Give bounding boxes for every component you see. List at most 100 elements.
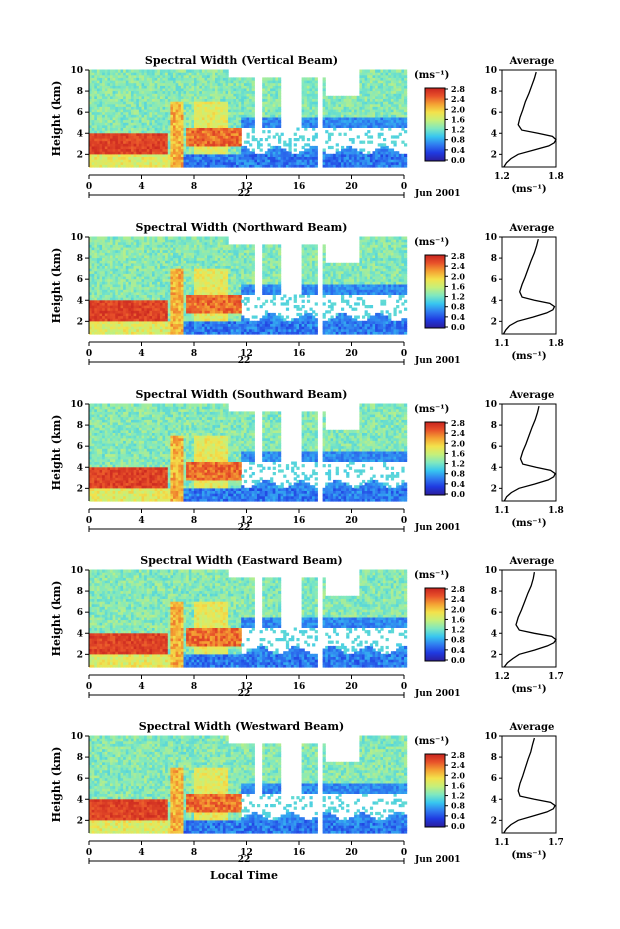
heatmap-cell — [107, 119, 111, 123]
heatmap-cell — [356, 135, 360, 139]
heatmap-cell — [123, 111, 127, 115]
heatmap-cell — [104, 93, 108, 97]
heatmap-cell — [104, 132, 108, 136]
heatmap-cell — [128, 87, 132, 92]
heatmap-cell — [133, 145, 137, 150]
heatmap-cell — [125, 116, 129, 121]
heatmap-cell — [120, 153, 124, 157]
heatmap-cell — [157, 101, 161, 105]
heatmap-cell — [322, 77, 326, 81]
heatmap-cell — [94, 143, 98, 147]
heatmap-cell — [149, 93, 153, 97]
heatmap-cell — [154, 159, 158, 163]
heatmap-cell — [117, 161, 122, 165]
heatmap-cell — [280, 132, 284, 136]
heatmap-cell — [144, 130, 148, 134]
heatmap-cell — [117, 103, 122, 107]
heatmap-cell — [157, 143, 161, 147]
heatmap-cell — [115, 119, 119, 123]
heatmap-cell — [96, 151, 101, 155]
heatmap-cell — [133, 98, 137, 102]
heatmap-cell — [112, 116, 116, 121]
heatmap-cell — [115, 69, 119, 73]
heatmap-cell — [133, 85, 137, 89]
heatmap-cell — [141, 138, 145, 142]
heatmap-cell — [96, 132, 101, 136]
heatmap-cell — [141, 80, 145, 84]
heatmap-cell — [96, 127, 101, 131]
heatmap-cell — [91, 138, 95, 142]
heatmap-cell — [251, 148, 255, 152]
heatmap-cell — [131, 119, 135, 123]
heatmap-cell — [115, 93, 119, 97]
heatmap-cell — [115, 116, 119, 121]
heatmap-cell — [115, 111, 119, 115]
heatmap-cell — [115, 140, 119, 144]
heatmap-cell — [102, 135, 106, 139]
heatmap-cell — [149, 151, 153, 155]
heatmap-cell — [123, 103, 127, 107]
heatmap-cell — [104, 82, 108, 86]
heatmap-cell — [110, 164, 114, 168]
heatmap-cell — [154, 111, 158, 115]
heatmap-cell — [152, 103, 156, 107]
heatmap-cell — [125, 130, 129, 134]
heatmap-cell — [91, 140, 95, 144]
heatmap-cell — [149, 69, 153, 73]
heatmap-cell — [138, 151, 143, 155]
heatmap-cell — [104, 69, 108, 73]
heatmap-cell — [128, 80, 132, 84]
heatmap-cell — [91, 161, 95, 165]
heatmap-cell — [107, 164, 111, 168]
heatmap-cell — [133, 77, 137, 81]
heatmap-cell — [144, 124, 148, 128]
heatmap-cell — [89, 85, 93, 89]
heatmap-cell — [115, 156, 119, 160]
heatmap-cell — [144, 138, 148, 142]
heatmap-cell — [91, 153, 95, 157]
heatmap-cell — [131, 90, 135, 94]
heatmap-cell — [115, 90, 119, 94]
heatmap-cell — [123, 140, 127, 144]
heatmap-cell — [125, 119, 129, 123]
heatmap-cell — [152, 101, 156, 105]
colorbar-tick-label: 0.0 — [451, 155, 465, 165]
heatmap-cell — [107, 80, 111, 84]
heatmap-cell — [157, 151, 161, 155]
heatmap-cell — [141, 90, 145, 94]
heatmap-cell — [296, 127, 300, 131]
heatmap-cell — [107, 151, 111, 155]
heatmap-cell — [110, 161, 114, 165]
heatmap-cell — [138, 161, 143, 165]
heatmap-cell — [96, 103, 101, 107]
heatmap-cell — [141, 151, 145, 155]
heatmap-cell — [136, 151, 140, 155]
heatmap-cell — [123, 130, 127, 134]
heatmap-cell — [131, 80, 135, 84]
heatmap-cell — [125, 156, 129, 160]
heatmap-cell — [112, 138, 116, 142]
heatmap-cell — [91, 77, 95, 81]
heatmap-cell — [383, 138, 387, 142]
heatmap-cell — [110, 124, 114, 128]
heatmap-cell — [110, 72, 114, 76]
heatmap-cell — [144, 74, 148, 78]
heatmap-cell — [120, 138, 124, 142]
heatmap-cell — [136, 90, 140, 94]
heatmap-cell — [123, 159, 127, 163]
heatmap-cell — [112, 114, 116, 118]
heatmap-cell — [94, 135, 98, 139]
heatmap-cell — [141, 69, 145, 73]
heatmap-cell — [96, 156, 101, 160]
panel-title: Spectral Width (Northward Beam) — [136, 221, 348, 234]
heatmap-cell — [136, 127, 140, 131]
heatmap-cell — [154, 119, 158, 123]
heatmap-cell — [125, 98, 129, 102]
heatmap-cell — [128, 69, 132, 73]
heatmap-cell — [136, 98, 140, 102]
heatmap-cell — [94, 72, 98, 76]
heatmap-cell — [89, 161, 93, 165]
average-y-tick-label: 8 — [491, 87, 497, 97]
heatmap-cell — [91, 135, 95, 139]
colorbar-tick-label: 2.8 — [451, 84, 465, 94]
